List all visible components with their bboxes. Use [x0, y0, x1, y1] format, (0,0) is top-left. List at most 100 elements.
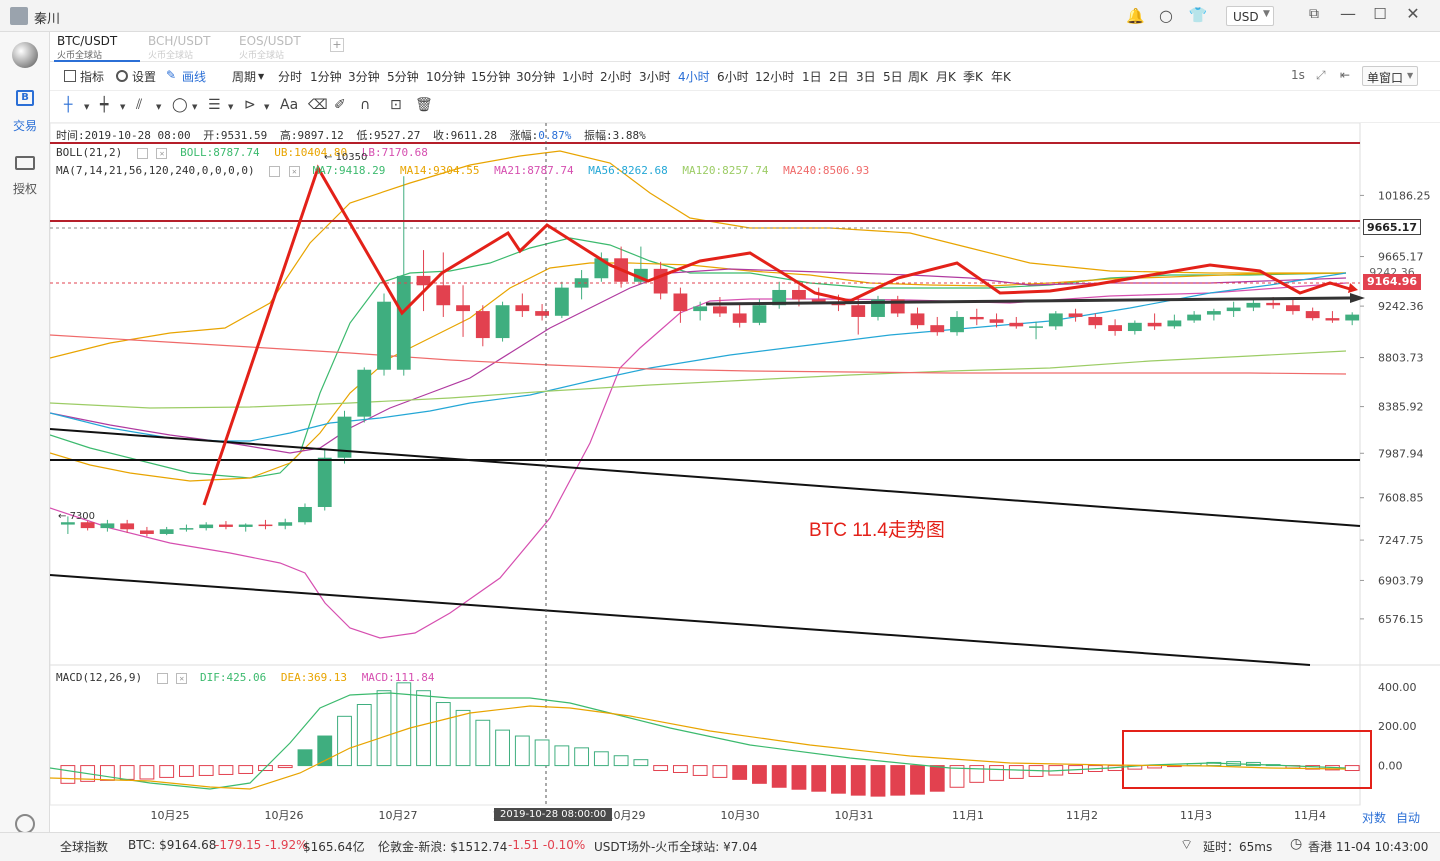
window-mode-select[interactable]: 单窗口 ▼	[1362, 66, 1418, 86]
period-item[interactable]: 1小时	[562, 70, 594, 84]
period-item[interactable]: 3小时	[639, 70, 671, 84]
minimize-icon[interactable]: —	[1340, 4, 1356, 23]
fullscreen-icon[interactable]: ⤢	[1316, 68, 1326, 82]
eraser-icon[interactable]: ⌫	[308, 97, 328, 113]
period-item[interactable]: 季K	[963, 70, 983, 84]
chevron-down-icon: ▼	[264, 103, 270, 111]
period-item[interactable]: 15分钟	[471, 70, 511, 84]
close-icon[interactable]: ✕	[1406, 4, 1420, 23]
candle-body	[950, 316, 964, 333]
shirt-icon[interactable]: 👕	[1188, 6, 1208, 24]
sidebar-item-auth[interactable]: 授权	[13, 182, 38, 196]
period-label[interactable]: 周期	[232, 70, 257, 84]
period-item[interactable]: 1分钟	[310, 70, 342, 84]
brush-icon[interactable]: ✐	[334, 97, 346, 113]
y-tick-label: 10186.25	[1378, 189, 1431, 202]
tab-eos-usdt[interactable]: EOS/USDT 火币全球站	[236, 32, 322, 62]
period-item[interactable]: 12小时	[755, 70, 795, 84]
period-item[interactable]: 1日	[802, 70, 822, 84]
period-item[interactable]: 2小时	[600, 70, 632, 84]
maximize-icon[interactable]: ☐	[1373, 5, 1387, 23]
currency-select[interactable]: USD ▼	[1226, 6, 1274, 26]
period-item[interactable]: 3日	[856, 70, 876, 84]
period-item[interactable]: 6小时	[717, 70, 749, 84]
layout-icon[interactable]	[1200, 7, 1218, 25]
period-item[interactable]: 3分钟	[348, 70, 380, 84]
candle	[436, 252, 451, 317]
x-tick-label: 11月1	[952, 809, 984, 822]
settings-icon[interactable]	[269, 165, 281, 177]
candle-body	[1108, 325, 1123, 332]
period-item[interactable]: 10分钟	[426, 70, 466, 84]
auth-icon[interactable]	[15, 156, 35, 170]
horizontal-line-icon[interactable]: ┿	[100, 97, 109, 113]
gold-price: 伦敦金-新浪: $1512.74	[378, 840, 508, 854]
kline-chart[interactable]: 10186.25 9665.17 9242.36 8803.73 8385.92 7987…	[50, 123, 1440, 832]
period-item[interactable]: 月K	[936, 70, 956, 84]
settings-button[interactable]: 设置	[132, 70, 157, 84]
ellipse-icon[interactable]: ◯	[172, 97, 188, 113]
tab-pair: BTC/USDT	[57, 34, 118, 48]
period-item-active[interactable]: 4小时	[678, 70, 710, 84]
fibonacci-icon[interactable]: ☰	[208, 97, 221, 113]
settings-gear-icon[interactable]	[15, 814, 35, 834]
user-avatar-icon[interactable]	[10, 7, 28, 25]
tab-pair: BCH/USDT	[148, 34, 211, 48]
period-item[interactable]: 5分钟	[387, 70, 419, 84]
macd-bar	[60, 765, 76, 784]
tab-bch-usdt[interactable]: BCH/USDT 火币全球站	[145, 32, 231, 62]
pencil-icon[interactable]: ✎	[166, 68, 177, 82]
add-tab-icon[interactable]: +	[330, 38, 344, 52]
ma-legend: MA(7,14,21,56,120,240,0,0,0,0) ✕ MA7:941…	[56, 164, 869, 177]
trash-icon[interactable]: 🗑	[415, 97, 433, 113]
period-item[interactable]: 分时	[278, 70, 303, 84]
macd-bar	[297, 749, 313, 767]
sidebar-item-trade[interactable]: 交易	[13, 119, 38, 133]
period-item[interactable]: 30分钟	[516, 70, 556, 84]
period-item[interactable]: 周K	[908, 70, 928, 84]
macd-bar	[1008, 765, 1024, 779]
log-scale-button[interactable]: 对数	[1362, 811, 1387, 825]
close-icon[interactable]: ✕	[156, 147, 168, 159]
auto-scale-button[interactable]: 自动	[1396, 811, 1421, 825]
settings-icon[interactable]	[156, 672, 168, 684]
parallel-line-icon[interactable]: ⫽	[136, 97, 143, 113]
magnet-icon[interactable]: ∩	[360, 97, 371, 113]
settings-icon[interactable]	[116, 70, 128, 82]
refresh-interval[interactable]: 1s	[1291, 68, 1305, 82]
macd-bar	[435, 702, 451, 767]
close-icon[interactable]: ✕	[288, 165, 300, 177]
settings-icon[interactable]	[136, 147, 148, 159]
indicator-button[interactable]: 指标	[80, 70, 105, 84]
period-item[interactable]: 年K	[991, 70, 1011, 84]
ma240-line	[50, 334, 1347, 375]
tab-btc-usdt[interactable]: BTC/USDT 火币全球站	[54, 32, 140, 62]
pattern-icon[interactable]: ⊳	[244, 97, 256, 113]
lock-icon[interactable]: ⊡	[390, 97, 402, 113]
price-tag-level: 9665.17	[1363, 219, 1421, 235]
text-icon[interactable]: Aa	[280, 97, 299, 113]
x-tick-label: 10月30	[721, 809, 760, 822]
trade-icon[interactable]: B	[16, 90, 34, 106]
global-index-label[interactable]: 全球指数	[60, 840, 109, 854]
candle	[416, 250, 431, 312]
candle-body	[475, 311, 490, 339]
macd-bar	[613, 755, 629, 767]
candle-body	[1345, 314, 1360, 321]
search-icon[interactable]: ○	[1159, 6, 1173, 25]
user-name[interactable]: 秦川	[34, 12, 61, 27]
indicator-icon[interactable]	[64, 70, 76, 82]
bell-icon[interactable]: 🔔	[1126, 7, 1145, 25]
external-window-icon[interactable]: ⧉	[1309, 6, 1319, 22]
candle-body	[337, 416, 352, 458]
info-amplitude: 振幅:3.88%	[584, 129, 646, 142]
chart-axes: 10186.25 9665.17 9242.36 8803.73 8385.92 7987…	[151, 189, 1431, 822]
layout-toggle-icon[interactable]: ⇤	[1340, 68, 1351, 82]
draw-button[interactable]: 画线	[182, 70, 207, 84]
period-item[interactable]: 2日	[829, 70, 849, 84]
close-icon[interactable]: ✕	[176, 672, 188, 684]
clock-time: 香港 11-04 10:43:00	[1308, 840, 1429, 854]
period-item[interactable]: 5日	[883, 70, 903, 84]
chevron-down-icon: ▼	[156, 103, 162, 111]
crosshair-icon[interactable]: ┼	[64, 97, 73, 113]
